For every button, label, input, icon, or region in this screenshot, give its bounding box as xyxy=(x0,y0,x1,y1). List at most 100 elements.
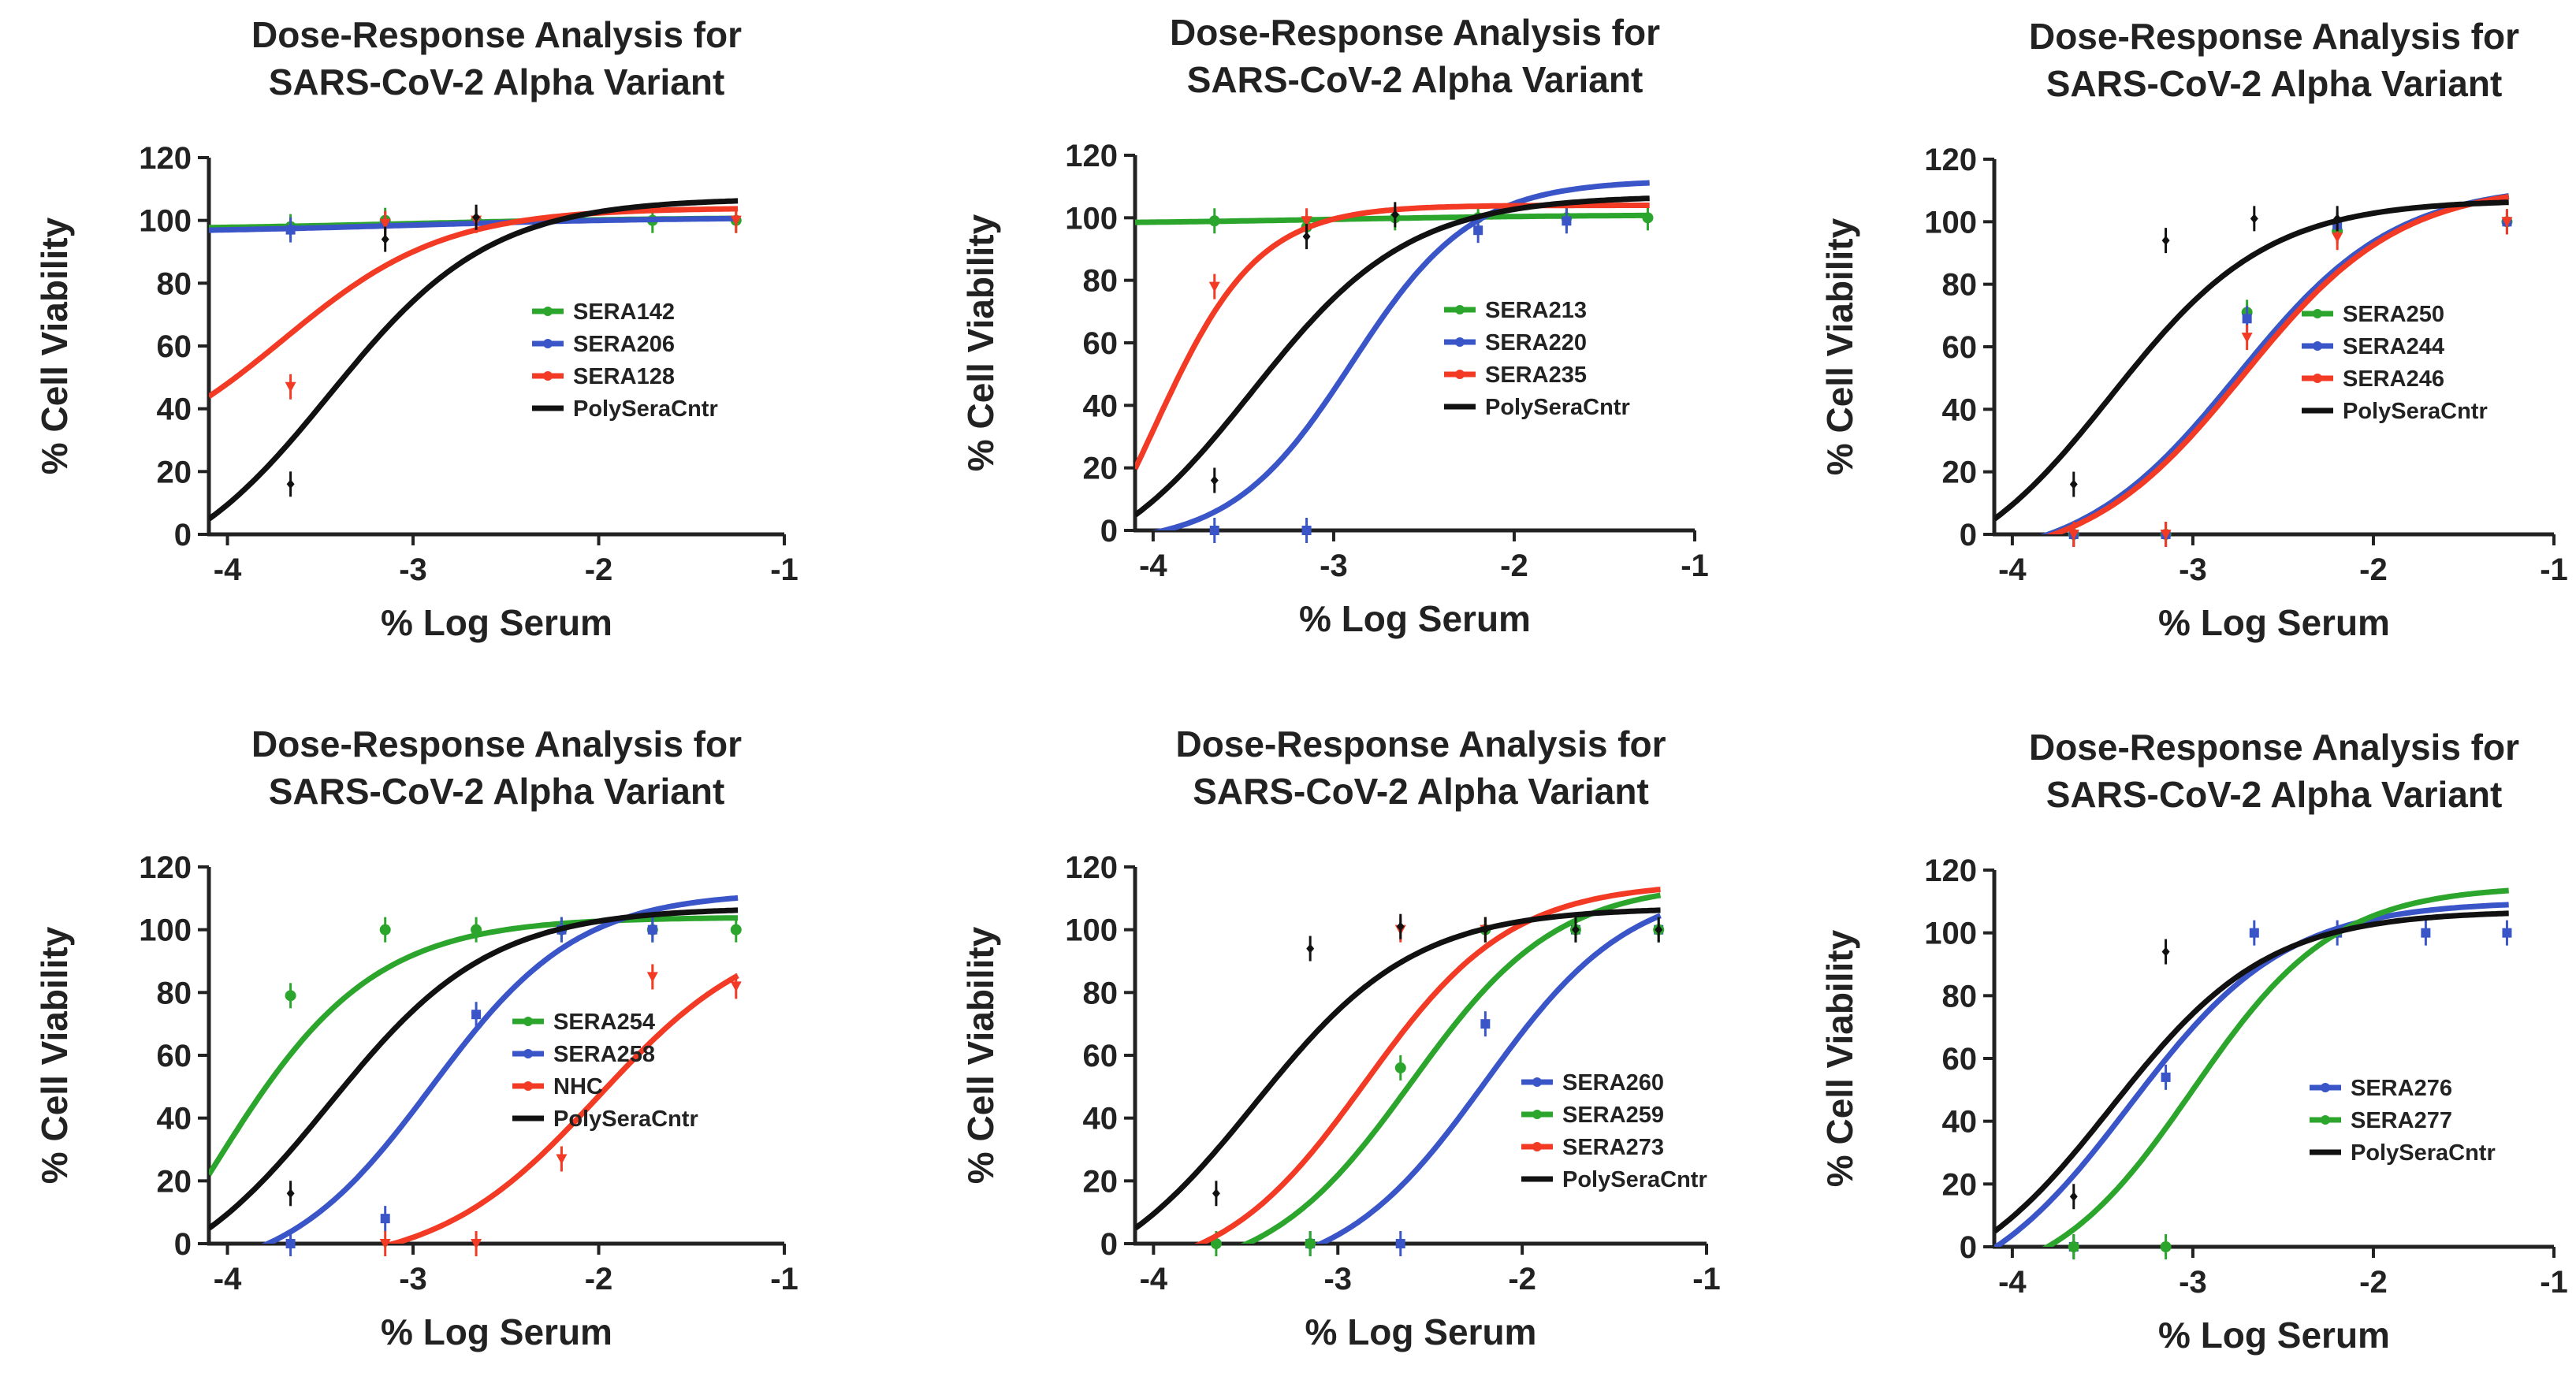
legend-entry-PolySeraCntr: PolySeraCntr xyxy=(2351,1140,2496,1166)
point-PolySeraCntr xyxy=(1306,943,1315,954)
curve-SERA128 xyxy=(209,206,739,399)
legend-entry-SERA235: SERA235 xyxy=(1485,363,1587,388)
legend-entry-SERA273: SERA273 xyxy=(1562,1135,1664,1160)
x-axis-label: % Log Serum xyxy=(2158,602,2390,643)
y-tick-label: 60 xyxy=(1083,326,1119,361)
y-tick-label: 80 xyxy=(1083,976,1119,1010)
x-tick-label: -4 xyxy=(1998,1265,2027,1300)
x-tick-label: -4 xyxy=(214,1262,242,1296)
chart-panel-5: Dose-Response Analysis for SARS-CoV-2 Alp… xyxy=(960,723,1721,1352)
legend-marker-SERA250 xyxy=(2313,309,2322,318)
point-PolySeraCntr xyxy=(286,1188,295,1199)
legend-entry-SERA244: SERA244 xyxy=(2343,334,2444,359)
point-SERA220 xyxy=(1209,526,1219,535)
curve-SERA206 xyxy=(209,215,739,233)
point-SERA260 xyxy=(1395,1239,1405,1248)
y-axis-label: % Cell Viability xyxy=(1819,929,1860,1187)
legend-entry-SERA128: SERA128 xyxy=(573,364,675,389)
x-tick-label: -2 xyxy=(585,1262,613,1296)
point-SERA220 xyxy=(1301,526,1312,535)
point-NHC xyxy=(471,1239,482,1249)
point-PolySeraCntr xyxy=(1571,924,1580,935)
y-tick-label: 120 xyxy=(1924,143,1977,177)
legend-marker-SERA128 xyxy=(543,371,553,381)
legend-marker-SERA277 xyxy=(2321,1115,2330,1125)
point-PolySeraCntr xyxy=(2069,1192,2078,1202)
y-axis-label: % Cell Viability xyxy=(34,926,75,1184)
x-tick-label: -2 xyxy=(585,552,613,587)
legend-marker-SERA273 xyxy=(1532,1142,1542,1151)
legend-marker-SERA206 xyxy=(543,339,553,348)
legend-entry-SERA259: SERA259 xyxy=(1562,1103,1664,1128)
chart-title-line: Dose-Response Analysis for xyxy=(1170,12,1660,53)
y-tick-label: 60 xyxy=(1942,330,1978,365)
y-tick-label: 80 xyxy=(1942,979,1978,1014)
chart-title-line: Dose-Response Analysis for xyxy=(251,14,742,55)
point-SERA246 xyxy=(2332,232,2343,244)
point-PolySeraCntr xyxy=(1302,232,1311,242)
x-axis-label: % Log Serum xyxy=(1299,598,1531,639)
point-SERA276 xyxy=(2249,928,2259,938)
legend-marker-SERA213 xyxy=(1455,305,1465,314)
legend-entry-SERA220: SERA220 xyxy=(1485,330,1587,355)
chart-panel-2: Dose-Response Analysis for SARS-CoV-2 Alp… xyxy=(960,12,1709,639)
point-SERA213 xyxy=(1208,215,1220,227)
point-NHC xyxy=(379,1239,391,1249)
y-tick-label: 0 xyxy=(1100,514,1118,549)
curve-PolySeraCntr xyxy=(1135,195,1650,518)
legend-entry-PolySeraCntr: PolySeraCntr xyxy=(2343,399,2488,424)
curve-NHC xyxy=(383,973,739,1244)
point-NHC xyxy=(646,972,658,983)
y-tick-label: 20 xyxy=(157,455,192,489)
point-SERA254 xyxy=(285,990,296,1002)
point-SERA277 xyxy=(2160,1241,2172,1252)
y-axis-label: % Cell Viability xyxy=(34,217,75,474)
chart-title-line: Dose-Response Analysis for xyxy=(1175,723,1666,764)
y-tick-label: 40 xyxy=(1083,1102,1119,1136)
chart-title-line: SARS-CoV-2 Alpha Variant xyxy=(1193,771,1649,812)
curve-PolySeraCntr xyxy=(1135,907,1661,1231)
x-tick-label: -2 xyxy=(2359,1265,2388,1300)
curve-PolySeraCntr xyxy=(209,907,739,1231)
y-tick-label: 0 xyxy=(1100,1227,1118,1262)
legend-entry-SERA254: SERA254 xyxy=(553,1010,655,1035)
y-tick-label: 100 xyxy=(1924,205,1977,240)
legend-entry-PolySeraCntr: PolySeraCntr xyxy=(573,396,718,422)
point-SERA246 xyxy=(2501,217,2513,228)
y-tick-label: 120 xyxy=(1924,854,1977,888)
point-SERA246 xyxy=(2068,530,2079,540)
y-tick-label: 0 xyxy=(1960,518,1977,552)
legend-marker-SERA244 xyxy=(2313,341,2322,351)
legend-marker-SERA258 xyxy=(523,1049,533,1058)
x-tick-label: -4 xyxy=(1139,549,1167,583)
y-tick-label: 20 xyxy=(1083,452,1119,486)
point-SERA254 xyxy=(730,924,742,935)
point-PolySeraCntr xyxy=(2161,947,2170,957)
legend-marker-SERA276 xyxy=(2321,1083,2330,1092)
point-SERA235 xyxy=(1208,281,1220,292)
x-tick-label: -4 xyxy=(1998,552,2027,587)
x-tick-label: -1 xyxy=(2540,1265,2568,1300)
chart-panel-1: Dose-Response Analysis for SARS-CoV-2 Alp… xyxy=(34,14,798,643)
curve-SERA260 xyxy=(1314,913,1662,1244)
chart-title-line: SARS-CoV-2 Alpha Variant xyxy=(269,771,725,812)
point-PolySeraCntr xyxy=(2333,214,2342,224)
point-SERA258 xyxy=(285,1239,296,1248)
x-tick-label: -3 xyxy=(399,1262,427,1296)
x-tick-label: -1 xyxy=(770,1262,798,1296)
y-tick-label: 0 xyxy=(174,1227,192,1262)
point-SERA259 xyxy=(1305,1238,1316,1249)
point-PolySeraCntr xyxy=(286,479,295,489)
x-tick-label: -1 xyxy=(1681,549,1709,583)
x-tick-label: -3 xyxy=(399,552,427,587)
y-tick-label: 20 xyxy=(1083,1164,1119,1199)
point-NHC xyxy=(730,981,742,992)
y-tick-label: 120 xyxy=(139,141,192,176)
point-SERA213 xyxy=(1642,212,1654,224)
legend-marker-SERA142 xyxy=(543,307,553,316)
y-tick-label: 40 xyxy=(157,1102,192,1136)
point-PolySeraCntr xyxy=(1390,210,1399,220)
curve-PolySeraCntr xyxy=(209,198,739,522)
x-tick-label: -1 xyxy=(2540,552,2568,587)
chart-title-line: SARS-CoV-2 Alpha Variant xyxy=(2046,63,2503,104)
